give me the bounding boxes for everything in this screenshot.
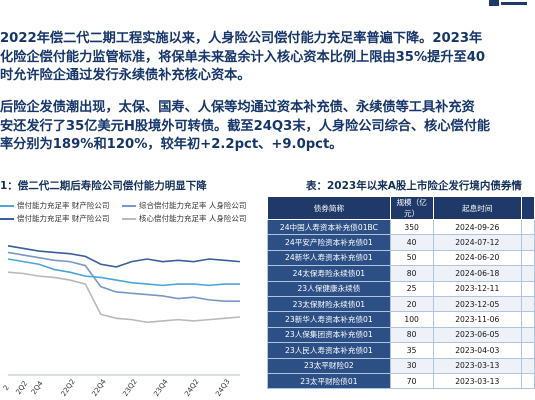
bond-name-cell: 23新华人寿资本补充债01 xyxy=(267,311,391,328)
size-cell: 35 xyxy=(389,342,434,359)
size-cell: 70 xyxy=(389,372,434,390)
extra-cell xyxy=(521,218,535,236)
intro-paragraph: 2022年偿二代二期工程实施以来，人身险公司偿付能力充足率普遍下降。2023年 … xyxy=(0,30,535,86)
table-row: 24新华人寿资本补充债01 50 2024-06-20 xyxy=(267,249,535,267)
extra-cell xyxy=(521,249,535,267)
table-row: 23太保财险永续债01 20 2023-12-05 xyxy=(267,295,535,313)
size-cell: 50 xyxy=(389,249,434,267)
bond-name-cell: 23太平财险02 xyxy=(267,357,391,374)
legend-label: 核心偿付能力充足率 人身险公司 xyxy=(139,214,247,223)
extra-cell xyxy=(521,311,535,328)
bond-name-cell: 23人保健康永续债 xyxy=(267,280,391,297)
extra-cell xyxy=(521,265,535,282)
date-cell: 2023-04-03 xyxy=(432,342,523,359)
table-row: 23人保健康永续债 25 2023-12-11 xyxy=(267,280,535,297)
x-tick-label: 24Q2 xyxy=(183,378,200,398)
bond-name-cell: 23太平财险债01 xyxy=(267,372,391,390)
intro-line-3: 时允许险企通过发行永续债补充核心资本。 xyxy=(0,68,251,83)
bond-name-cell: 23人民人寿资本补充债01 xyxy=(267,342,391,359)
x-tick-label: 22Q2 xyxy=(60,378,77,398)
intro-line-2: 化险企偿付能力监管标准，将保单未来盈余计入核心资本比例上限由35%提升至40 xyxy=(0,49,486,65)
bond-name-cell: 24平安产险资本补充债01 xyxy=(267,234,391,251)
x-tick-label: 2Q4 xyxy=(30,379,45,396)
table-header-row: 债券简称 规模（亿元） 起息时间 xyxy=(267,196,535,220)
left-chart-title: 1：偿二代二期后寿险公司偿付能力明显下降 xyxy=(0,180,207,192)
table-row: 23人民人寿资本补充债01 35 2023-04-03 xyxy=(267,342,535,359)
date-cell: 2023-03-13 xyxy=(432,357,523,374)
bond-paragraph: 后险企发债潮出现，太保、国寿、人保等均通过资本补充债、永续债等工具补充资 安还发… xyxy=(0,99,535,155)
size-cell: 350 xyxy=(389,218,434,236)
extra-cell xyxy=(521,372,535,390)
table-row: 24平安产险资本补充债01 40 2024-07-12 xyxy=(267,234,535,251)
table-row: 23太平财险债01 70 2023-03-13 xyxy=(267,372,535,390)
legend-item-b: 综合偿付能力充足率 人身险公司 xyxy=(122,200,246,211)
legend-item-a: 偿付能力充足率 财产险公司 xyxy=(0,200,109,211)
extra-cell xyxy=(521,234,535,251)
bond-name-cell: 24中国人寿资本补充债01BC xyxy=(267,218,391,236)
bond-name-cell: 23太保财险永续债01 xyxy=(267,295,391,313)
brand-logo xyxy=(489,0,527,6)
size-cell: 20 xyxy=(389,295,434,313)
x-tick-label: 2 xyxy=(2,384,11,392)
header-extra xyxy=(521,196,535,220)
date-cell: 2023-03-13 xyxy=(432,372,523,390)
right-table-title: 表：2023年以来A股上市险企发行境内债券情 xyxy=(306,180,522,192)
legend-item-c: 偿付能力充足率 财产险公司 xyxy=(0,213,109,224)
bond-name-cell: 23人保集团资本补充债01 xyxy=(267,326,391,344)
date-cell: 2023-11-06 xyxy=(432,311,523,328)
size-cell: 80 xyxy=(389,326,434,344)
bond-line-1: 后险企发债潮出现，太保、国寿、人保等均通过资本补充债、永续债等工具补充资 xyxy=(0,100,475,115)
intro-line-1: 2022年偿二代二期工程实施以来，人身险公司偿付能力充足率普遍下降。2023年 xyxy=(0,31,483,46)
bond-line-3: 率分别为189%和120%，较年初+2.2pct、+9.0pct。 xyxy=(0,137,343,152)
bond-name-cell: 24太保寿险永续债01 xyxy=(267,265,391,282)
table-row: 23人保集团资本补充债01 80 2023-06-05 xyxy=(267,326,535,344)
extra-cell xyxy=(521,342,535,359)
table-row: 24中国人寿资本补充债01BC 350 2024-09-26 xyxy=(267,218,535,236)
size-cell: 40 xyxy=(389,234,434,251)
x-tick-label: 24Q3 xyxy=(214,378,231,398)
size-cell: 100 xyxy=(389,311,434,328)
date-cell: 2024-06-20 xyxy=(432,249,523,267)
date-cell: 2023-06-05 xyxy=(432,326,523,344)
series-line-1 xyxy=(7,251,240,302)
series-line-3 xyxy=(7,271,241,324)
extra-cell xyxy=(521,357,535,374)
date-cell: 2024-06-18 xyxy=(432,265,523,282)
series-line-2 xyxy=(7,258,240,287)
date-cell: 2023-12-05 xyxy=(432,295,523,313)
solvency-line-chart: 2 2Q2 2Q4 22Q2 22Q4 23Q2 23Q4 24Q2 24Q3 xyxy=(2,245,241,398)
x-tick-label: 22Q4 xyxy=(90,377,108,397)
legend-label: 综合偿付能力充足率 人身险公司 xyxy=(139,201,247,210)
legend-item-d: 核心偿付能力充足率 人身险公司 xyxy=(122,213,246,224)
date-cell: 2024-07-12 xyxy=(432,234,523,251)
legend-swatch xyxy=(122,205,136,207)
legend-swatch xyxy=(0,205,14,207)
extra-cell xyxy=(521,295,535,313)
size-cell: 25 xyxy=(389,280,434,297)
header-size: 规模（亿元） xyxy=(389,196,434,220)
size-cell: 80 xyxy=(389,265,434,282)
x-tick-label: 2Q2 xyxy=(14,380,29,396)
bond-name-cell: 24新华人寿资本补充债01 xyxy=(267,249,391,267)
bond-line-2: 安还发行了35亿美元H股境外可转债。截至24Q3末，人身险公司综合、核心偿付能 xyxy=(0,118,491,134)
header-date: 起息时间 xyxy=(432,196,523,220)
date-cell: 2024-09-26 xyxy=(432,218,523,236)
legend-label: 偿付能力充足率 财产险公司 xyxy=(17,214,110,223)
extra-cell xyxy=(521,326,535,344)
table-row: 23新华人寿资本补充债01 100 2023-11-06 xyxy=(267,311,535,328)
legend-swatch xyxy=(0,218,14,220)
bond-issuance-table: 债券简称 规模（亿元） 起息时间 24中国人寿资本补充债01BC 350 2024-… xyxy=(267,196,535,390)
table-row: 24太保寿险永续债01 80 2024-06-18 xyxy=(267,265,535,282)
x-tick-label: 23Q2 xyxy=(121,378,138,398)
series-line-0 xyxy=(7,245,241,268)
legend-label: 偿付能力充足率 财产险公司 xyxy=(17,201,110,210)
size-cell: 30 xyxy=(389,357,434,374)
date-cell: 2023-12-11 xyxy=(432,280,523,297)
x-tick-label: 23Q4 xyxy=(152,377,170,397)
header-bond-name: 债券简称 xyxy=(267,196,391,220)
extra-cell xyxy=(521,280,535,297)
table-row: 23太平财险02 30 2023-03-13 xyxy=(267,357,535,374)
legend-swatch xyxy=(122,218,136,220)
